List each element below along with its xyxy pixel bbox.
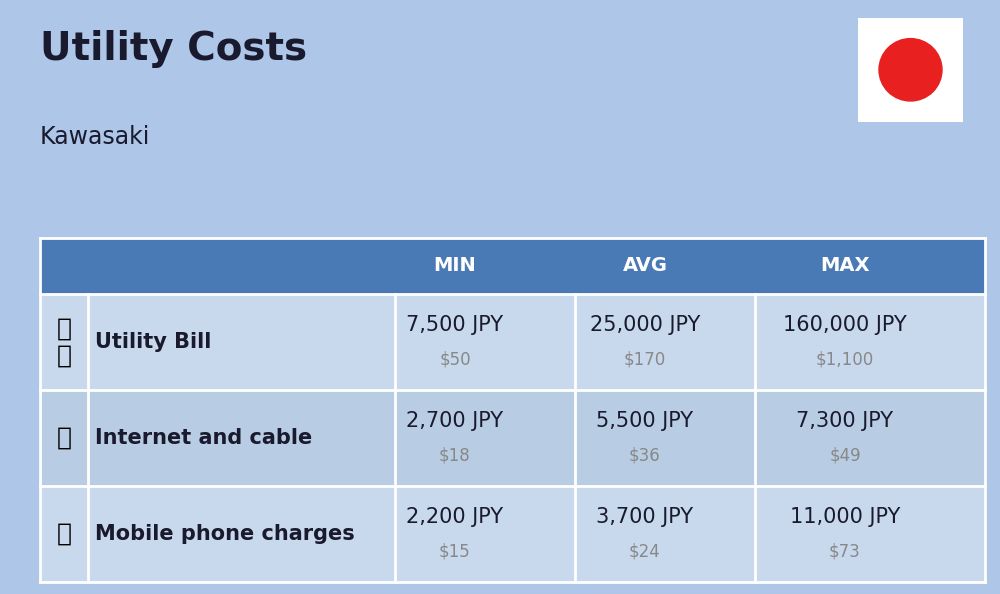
FancyBboxPatch shape [40,238,985,294]
Text: $49: $49 [829,447,861,465]
Text: $18: $18 [439,447,471,465]
Text: 🔧
🔌: 🔧 🔌 [56,316,72,368]
Text: 11,000 JPY: 11,000 JPY [790,507,900,527]
Text: $24: $24 [629,543,661,561]
Text: AVG: AVG [622,257,668,275]
FancyBboxPatch shape [853,12,968,127]
FancyBboxPatch shape [40,294,985,390]
Text: 📶: 📶 [56,426,72,450]
FancyBboxPatch shape [40,486,985,582]
Text: 3,700 JPY: 3,700 JPY [596,507,694,527]
Text: $1,100: $1,100 [816,351,874,369]
Text: 📱: 📱 [56,522,72,546]
Text: Internet and cable: Internet and cable [95,428,312,448]
Text: 7,500 JPY: 7,500 JPY [406,315,504,336]
Text: 7,300 JPY: 7,300 JPY [796,412,894,431]
Circle shape [879,39,942,101]
Text: $73: $73 [829,543,861,561]
Text: Kawasaki: Kawasaki [40,125,150,148]
Text: $15: $15 [439,543,471,561]
Text: MIN: MIN [434,257,476,275]
Text: 25,000 JPY: 25,000 JPY [590,315,700,336]
Text: Utility Bill: Utility Bill [95,332,211,352]
Text: Utility Costs: Utility Costs [40,30,307,68]
FancyBboxPatch shape [40,390,985,486]
Text: $170: $170 [624,351,666,369]
Text: 160,000 JPY: 160,000 JPY [783,315,907,336]
Text: $36: $36 [629,447,661,465]
Text: Mobile phone charges: Mobile phone charges [95,524,355,544]
Text: 2,200 JPY: 2,200 JPY [406,507,504,527]
Text: 2,700 JPY: 2,700 JPY [406,412,504,431]
Text: MAX: MAX [820,257,870,275]
Text: 5,500 JPY: 5,500 JPY [596,412,694,431]
Text: $50: $50 [439,351,471,369]
